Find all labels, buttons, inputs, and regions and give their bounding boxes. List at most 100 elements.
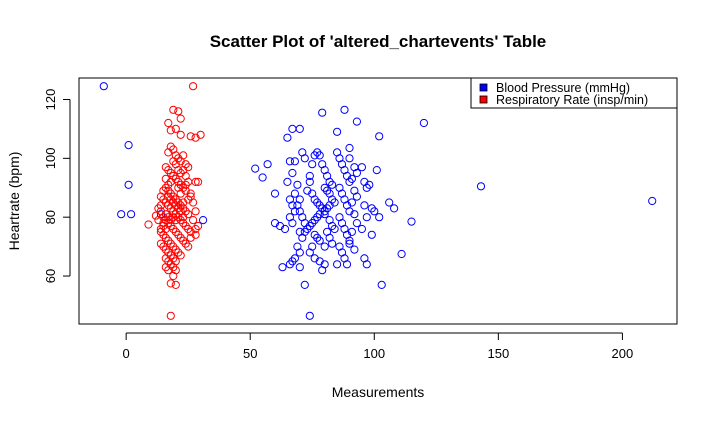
blood-pressure-point <box>288 168 297 178</box>
respiratory-rate-point <box>161 233 170 242</box>
respiratory-rate-point <box>176 189 185 198</box>
blood-pressure-point <box>362 213 371 222</box>
respiratory-rate-point <box>161 245 170 254</box>
blood-pressure-point <box>385 198 394 207</box>
respiratory-rate-point <box>174 166 183 175</box>
blood-pressure-point <box>330 224 339 234</box>
respiratory-rate-point <box>169 105 178 114</box>
blood-pressure-point <box>117 210 126 219</box>
blood-pressure-point <box>315 151 324 160</box>
blood-pressure-point <box>340 105 349 114</box>
blood-pressure-point <box>258 173 267 182</box>
respiratory-rate-point <box>179 151 188 160</box>
blood-pressure-point <box>290 254 299 263</box>
blood-pressure-point <box>367 204 376 213</box>
x-tick-label: 200 <box>612 346 634 361</box>
blood-pressure-point <box>295 248 304 257</box>
y-tick-label: 120 <box>43 89 58 111</box>
blood-pressure-point <box>323 204 332 213</box>
blood-pressure-point <box>352 219 361 228</box>
respiratory-rate-point <box>164 118 173 128</box>
blood-pressure-point <box>407 217 416 226</box>
respiratory-rate-point <box>171 124 180 133</box>
blood-pressure-point <box>370 207 379 216</box>
blood-pressure-point <box>648 196 657 206</box>
blood-pressure-point <box>375 132 384 141</box>
blood-pressure-point <box>318 108 327 117</box>
respiratory-rate-point <box>174 198 183 207</box>
respiratory-rate-point <box>151 211 160 220</box>
blood-pressure-point <box>308 219 317 228</box>
blood-pressure-point <box>375 213 384 222</box>
blood-pressure-point <box>308 160 317 169</box>
respiratory-rate-point <box>166 311 175 320</box>
blood-pressure-point <box>325 177 334 186</box>
legend-swatch <box>479 83 488 92</box>
blood-pressure-point <box>280 224 290 234</box>
respiratory-rate-point <box>179 213 188 222</box>
x-tick-label: 50 <box>243 346 257 361</box>
blood-pressure-point <box>320 210 329 219</box>
blood-pressure-point <box>305 248 314 257</box>
blood-pressure-point <box>313 233 322 242</box>
respiratory-rate-point <box>179 166 188 175</box>
blood-pressure-point <box>345 239 354 248</box>
respiratory-rate-point <box>179 219 188 228</box>
blood-pressure-point <box>350 210 359 219</box>
respiratory-rate-point <box>161 174 170 183</box>
respiratory-rate-point <box>196 130 205 139</box>
blood-pressure-point <box>347 227 356 236</box>
respiratory-rate-point <box>181 239 190 248</box>
legend-swatch <box>479 95 488 104</box>
respiratory-rate-point <box>171 280 180 289</box>
respiratory-rate-point <box>174 107 183 116</box>
blood-pressure-point <box>367 230 376 239</box>
blood-pressure-point <box>350 245 359 254</box>
blood-pressure-point <box>320 242 329 251</box>
blood-pressure-point <box>345 154 354 163</box>
blood-pressure-point <box>360 201 369 210</box>
blood-pressure-point <box>288 124 297 133</box>
respiratory-rate-point <box>166 279 175 288</box>
x-tick-label: 100 <box>363 346 385 361</box>
respiratory-rate-point <box>169 271 178 281</box>
respiratory-rate-point <box>161 254 170 263</box>
legend-label: Respiratory Rate (insp/min) <box>496 93 648 107</box>
blood-pressure-point <box>295 124 304 133</box>
blood-pressure-point <box>372 166 381 175</box>
respiratory-rate-point <box>169 213 178 222</box>
blood-pressure-point <box>397 249 406 259</box>
respiratory-rate-point <box>169 192 178 201</box>
blood-pressure-point <box>199 216 208 225</box>
blood-pressure-point <box>300 280 309 289</box>
respiratory-rate-point <box>171 227 180 236</box>
blood-pressure-point <box>313 213 322 222</box>
respiratory-rate-point <box>169 157 178 166</box>
respiratory-rate-point <box>184 242 193 251</box>
blood-pressure-point <box>300 154 309 163</box>
respiratory-rate-point <box>171 216 180 225</box>
respiratory-rate-point <box>161 163 170 172</box>
blood-pressure-point <box>303 186 312 195</box>
blood-pressure-point <box>357 163 366 172</box>
respiratory-rate-point <box>186 233 195 242</box>
x-tick-label: 0 <box>123 346 130 361</box>
respiratory-rate-point <box>164 186 173 195</box>
respiratory-rate-point <box>179 198 188 207</box>
x-tick-label: 150 <box>487 346 509 361</box>
respiratory-rate-point <box>166 195 175 204</box>
blood-pressure-point <box>305 311 314 320</box>
respiratory-rate-point <box>176 114 185 123</box>
respiratory-rate-point <box>166 239 175 248</box>
blood-pressure-point <box>352 192 361 201</box>
respiratory-rate-point <box>164 213 173 222</box>
respiratory-rate-point <box>191 207 200 216</box>
blood-pressure-point <box>251 164 260 173</box>
blood-pressure-point <box>320 183 329 192</box>
blood-pressure-point <box>290 189 299 198</box>
blood-pressure-point <box>127 210 136 219</box>
y-tick-label: 100 <box>43 147 58 169</box>
blood-pressure-point <box>318 266 327 275</box>
blood-pressure-point <box>124 141 133 150</box>
